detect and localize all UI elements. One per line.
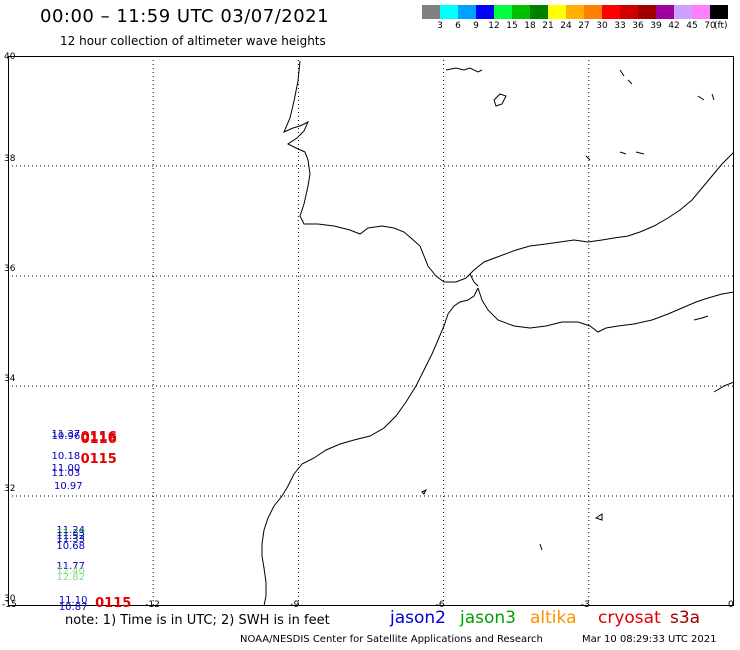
longitude-label: -9 bbox=[290, 600, 300, 610]
map-subtitle: 12 hour collection of altimeter wave hei… bbox=[60, 34, 326, 48]
wave-height-value: 10.18 bbox=[51, 450, 81, 462]
latitude-label: 34 bbox=[4, 374, 16, 384]
wave-height-value: 11.37 bbox=[51, 428, 81, 440]
scale-swatch bbox=[494, 5, 512, 19]
cycle-number-label: 0115 bbox=[95, 595, 132, 611]
scale-label: 42 bbox=[668, 21, 680, 31]
scale-label: 45 bbox=[686, 21, 698, 31]
latitude-label: 30 bbox=[4, 594, 16, 604]
scale-swatch bbox=[458, 5, 476, 19]
credit-line: NOAA/NESDIS Center for Satellite Applica… bbox=[240, 634, 543, 645]
scale-swatch bbox=[656, 5, 674, 19]
scale-swatch bbox=[548, 5, 566, 19]
scale-swatch bbox=[674, 5, 692, 19]
map-title: 00:00 – 11:59 UTC 03/07/2021 bbox=[40, 6, 330, 27]
wave-height-value: 10.96 bbox=[51, 431, 81, 443]
wave-height-value: 11.03 bbox=[51, 468, 81, 480]
scale-label: 36 bbox=[632, 21, 644, 31]
satellite-legend-s3a: s3a bbox=[670, 608, 701, 628]
scale-label: 12 bbox=[488, 21, 500, 31]
wave-height-value: 11.33 bbox=[56, 534, 86, 546]
footnote: note: 1) Time is in UTC; 2) SWH is in fe… bbox=[65, 613, 330, 628]
cycle-number-label: 0116 bbox=[80, 432, 117, 448]
wave-height-value: 10.97 bbox=[53, 480, 83, 492]
scale-label: 30 bbox=[596, 21, 608, 31]
satellite-legend-jason3: jason3 bbox=[460, 608, 516, 628]
latitude-label: 38 bbox=[4, 154, 16, 164]
scale-label: 15 bbox=[506, 21, 518, 31]
scale-label: 24 bbox=[560, 21, 572, 31]
coastline-map bbox=[8, 56, 734, 606]
satellite-legend-jason2: jason2 bbox=[390, 608, 446, 628]
scale-swatch bbox=[638, 5, 656, 19]
longitude-label: -6 bbox=[435, 600, 445, 610]
scale-swatch bbox=[422, 5, 440, 19]
scale-swatch bbox=[566, 5, 584, 19]
graticule bbox=[8, 56, 734, 606]
map-plot-area: 40 38 36 34 32 30 11.37 10.96 0116 0116 10.18 0115… bbox=[4, 52, 734, 612]
scale-label: 33 bbox=[614, 21, 626, 31]
latitude-label: 40 bbox=[4, 52, 16, 62]
latitude-label: 32 bbox=[4, 484, 16, 494]
satellite-legend-altika: altika bbox=[530, 608, 577, 628]
color-scale-labels: 3 6 9 12 15 18 21 24 27 30 33 36 39 42 45 70 bbox=[422, 21, 728, 33]
cycle-number-label: 0116 bbox=[80, 429, 117, 445]
wave-height-value: 12.82 bbox=[56, 571, 86, 583]
generated-timestamp: Mar 10 08:29:33 UTC 2021 bbox=[582, 634, 717, 645]
satellite-legend-cryosat: cryosat bbox=[598, 608, 661, 628]
map-frame bbox=[8, 56, 734, 606]
wave-height-value: 11.77 bbox=[56, 560, 86, 572]
wave-height-value: 11.24 bbox=[56, 524, 86, 536]
longitude-label: -3 bbox=[580, 600, 590, 610]
coastline bbox=[261, 60, 734, 606]
scale-swatch bbox=[440, 5, 458, 19]
scale-label: 3 bbox=[437, 21, 443, 31]
wave-height-value: 11.33 bbox=[56, 527, 86, 539]
scale-label: 9 bbox=[473, 21, 479, 31]
longitude-label: 0 bbox=[728, 600, 734, 610]
scale-label: 27 bbox=[578, 21, 590, 31]
scale-swatch bbox=[692, 5, 710, 19]
cycle-number-label: 0115 bbox=[80, 451, 117, 467]
scale-swatch bbox=[530, 5, 548, 19]
wave-height-value: 12.40 bbox=[56, 566, 86, 577]
wave-height-value: 10.68 bbox=[56, 541, 86, 553]
wave-height-value: 11.52 bbox=[56, 531, 86, 543]
latitude-label: 36 bbox=[4, 264, 16, 274]
scale-swatch bbox=[584, 5, 602, 19]
scale-swatch bbox=[512, 5, 530, 19]
scale-label: 6 bbox=[455, 21, 461, 31]
scale-label: 18 bbox=[524, 21, 536, 31]
scale-swatch bbox=[710, 5, 728, 19]
scale-swatch bbox=[620, 5, 638, 19]
wave-height-value: 11.10 bbox=[58, 594, 88, 606]
scale-label: 70 bbox=[704, 21, 716, 31]
scale-label: 21 bbox=[542, 21, 554, 31]
longitude-label: -12 bbox=[145, 600, 160, 610]
wave-height-value: 10.87 bbox=[58, 601, 88, 613]
scale-unit: (ft) bbox=[714, 21, 728, 31]
longitude-label: -15 bbox=[2, 600, 17, 610]
scale-swatch bbox=[602, 5, 620, 19]
scale-label: 39 bbox=[650, 21, 662, 31]
wave-height-color-scale bbox=[422, 5, 728, 19]
wave-height-value: 11.00 bbox=[51, 462, 81, 474]
scale-swatch bbox=[476, 5, 494, 19]
